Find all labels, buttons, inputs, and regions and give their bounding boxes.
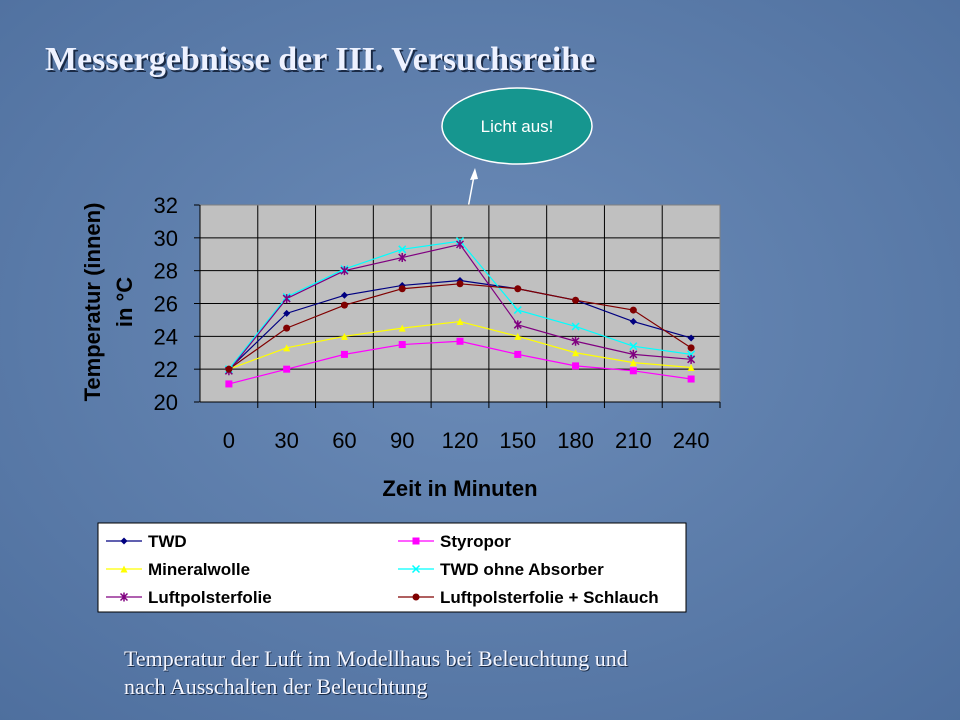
callout-text: Licht aus! [481,117,554,136]
data-point [225,380,233,388]
x-tick-label: 30 [274,428,298,453]
data-point [514,332,522,340]
legend-marker [120,565,128,573]
data-point [225,365,233,373]
data-point [398,285,406,293]
legend-label: Luftpolsterfolie + Schlauch [440,588,659,607]
data-point [283,309,291,317]
legend-label: Styropor [440,532,511,551]
caption: nach Ausschalten der Beleuchtung [124,674,428,699]
data-point [629,367,637,375]
data-point [687,354,696,364]
x-tick-label: 120 [442,428,479,453]
data-point [513,306,522,315]
x-tick-label: 180 [557,428,594,453]
data-point [340,266,349,276]
x-tick-label: 60 [332,428,356,453]
legend-label: Luftpolsterfolie [148,588,272,607]
data-point [513,320,522,330]
legend-marker [412,537,420,545]
x-tick-label: 210 [615,428,652,453]
y-tick-label: 24 [154,324,178,349]
data-point [687,364,695,372]
data-point [571,322,580,331]
chart: 20 22 24 26 28 30 32 0 30 60 90 120 150 180 210 240 Zeit… [80,193,721,613]
data-point [398,324,406,332]
data-point [572,296,580,304]
legend-marker [119,592,129,602]
y-tick-label: 26 [154,292,178,317]
slide-title: Messergebnisse der III. Versuchsreihe [45,41,595,78]
data-point [398,245,407,254]
data-point [340,301,348,309]
y-tick-label: 22 [154,357,178,382]
data-point [283,344,291,352]
legend-marker [120,537,128,545]
data-point [456,280,464,288]
y-tick-label: 20 [154,390,178,415]
data-point [283,365,291,373]
legend-label: Mineralwolle [148,560,250,579]
data-point [340,350,348,358]
legend-marker [411,564,421,574]
callout-arrowhead [470,168,478,180]
data-point [687,375,695,383]
y-tick-label: 32 [154,193,178,218]
caption: Temperatur der Luft im Modellhaus bei Be… [124,646,628,671]
data-point [687,344,695,352]
data-point [572,349,580,357]
data-point [571,336,580,346]
legend-label: TWD ohne Absorber [440,560,604,579]
data-point [340,291,348,299]
title-shadow: Messergebnisse der III. Versuchsreihe [47,43,597,80]
y-tick-label: 30 [154,226,178,251]
x-axis-label: Zeit in Minuten [382,476,537,501]
data-point [629,359,637,367]
data-point [514,285,522,293]
x-tick-label: 0 [223,428,235,453]
data-point [340,332,348,340]
data-point [282,294,291,304]
data-point [455,239,465,249]
legend-box [97,522,687,613]
data-point [398,341,406,349]
data-point [514,350,522,358]
data-point [629,306,637,314]
data-point [398,253,407,263]
x-tick-label: 240 [673,428,710,453]
data-point [283,324,291,332]
caption-shadow: Temperatur der Luft im Modellhaus bei Be… [125,647,629,672]
data-point [456,337,464,345]
y-axis-label: Temperatur (innen) [80,203,105,402]
data-point [629,318,637,326]
callout-bubble [441,87,593,165]
legend-marker [412,593,420,601]
data-point [572,362,580,370]
data-point [687,334,695,342]
legend-label: TWD [148,532,187,551]
data-point [629,349,638,359]
x-tick-label: 150 [499,428,536,453]
y-axis-label: in °C [112,277,137,327]
y-tick-label: 28 [154,259,178,284]
data-point [629,342,638,351]
caption-shadow: nach Ausschalten der Beleuchtung [125,675,429,700]
data-point [456,318,464,326]
x-tick-label: 90 [390,428,414,453]
